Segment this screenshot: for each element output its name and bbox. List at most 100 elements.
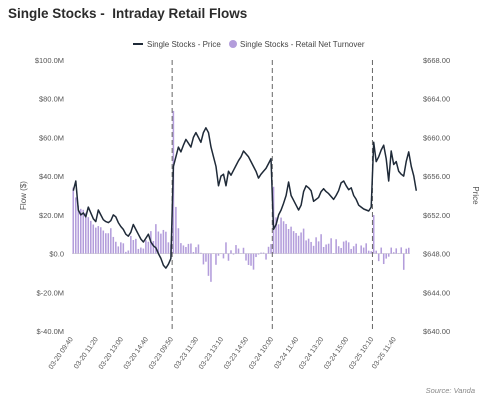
turnover-bar <box>120 242 122 254</box>
turnover-bar <box>222 253 225 259</box>
turnover-bar <box>310 241 312 254</box>
turnover-bar <box>290 226 292 254</box>
turnover-bar <box>165 231 167 254</box>
turnover-bar <box>84 212 87 254</box>
turnover-bar <box>400 247 403 254</box>
turnover-bar <box>295 233 297 254</box>
x-tick-label: 03-24 15:00 <box>323 336 350 371</box>
turnover-bar <box>140 247 142 254</box>
turnover-bar <box>207 253 210 276</box>
y-left-tick-label: $60.0M <box>39 133 64 142</box>
turnover-bar <box>210 253 212 282</box>
x-tick-label: 03-20 11:20 <box>73 336 100 370</box>
turnover-bar <box>110 228 112 254</box>
turnover-bar <box>265 253 267 260</box>
turnover-bar <box>87 217 90 254</box>
turnover-bar <box>280 217 282 254</box>
turnover-bar <box>177 228 180 254</box>
turnover-bar <box>307 238 310 254</box>
turnover-bar <box>82 209 85 254</box>
turnover-bar <box>380 247 382 254</box>
legend-swatch-turnover <box>229 40 237 48</box>
y-right-axis-title: Price <box>471 186 480 205</box>
turnover-bar <box>182 245 185 254</box>
y-left-tick-label: $40.0M <box>39 172 64 181</box>
chart-title: Single Stocks - Intraday Retail Flows <box>8 6 248 21</box>
turnover-bar <box>242 247 245 254</box>
turnover-bar <box>122 243 125 254</box>
turnover-bar <box>200 252 202 254</box>
turnover-bar <box>285 223 287 254</box>
turnover-bar <box>345 240 347 254</box>
x-tick-label: 03-23 11:30 <box>173 336 200 370</box>
x-tick-label: 03-20 13:00 <box>98 336 125 371</box>
x-tick-label: 03-23 13:10 <box>198 336 225 371</box>
turnover-bar <box>92 224 95 254</box>
turnover-bar <box>287 228 290 254</box>
turnover-bar <box>390 247 392 254</box>
turnover-bar <box>95 227 97 254</box>
turnover-bar <box>230 250 232 254</box>
turnover-bar <box>260 252 262 254</box>
turnover-bar <box>112 236 115 254</box>
turnover-bar <box>190 243 192 254</box>
source-note: Source: Vanda <box>426 386 475 395</box>
turnover-bar <box>370 251 372 254</box>
turnover-bar <box>362 247 365 254</box>
turnover-bar <box>332 252 335 254</box>
y-left-tick-label: $100.0M <box>35 56 64 65</box>
turnover-bar <box>155 224 157 254</box>
turnover-bar <box>217 253 220 256</box>
x-tick-label: 03-24 13:20 <box>298 336 325 371</box>
turnover-bar <box>267 246 270 254</box>
y-left-tick-label: $0.0 <box>49 250 64 259</box>
turnover-bar <box>300 232 302 254</box>
y-right-tick-label: $660.00 <box>423 133 450 142</box>
turnover-bar <box>74 197 77 254</box>
turnover-bar <box>167 242 170 254</box>
turnover-bar <box>117 246 120 254</box>
turnover-bar <box>302 228 305 254</box>
turnover-bar <box>257 253 260 255</box>
turnover-bar <box>327 243 330 254</box>
turnover-bar <box>152 240 155 254</box>
turnover-bar <box>342 241 345 254</box>
turnover-bar <box>270 244 272 254</box>
turnover-bar <box>130 235 132 254</box>
turnover-bar <box>382 253 385 265</box>
turnover-bar <box>377 253 380 262</box>
turnover-bar <box>335 239 337 254</box>
turnover-bar <box>237 248 240 254</box>
y-left-tick-label: $80.0M <box>39 95 64 104</box>
y-left-tick-label: $-20.0M <box>36 288 64 297</box>
y-right-tick-label: $644.00 <box>423 288 450 297</box>
turnover-bar <box>385 253 387 259</box>
turnover-bar <box>202 253 205 265</box>
x-tick-label: 03-25 11:40 <box>371 336 398 370</box>
y-left-tick-label: $20.0M <box>39 211 64 220</box>
turnover-bar <box>72 187 75 254</box>
x-tick-label: 03-24 10:00 <box>248 336 275 371</box>
turnover-bar <box>157 231 160 254</box>
x-tick-label: 03-20 14:40 <box>123 336 150 371</box>
x-tick-label: 03-24 11:40 <box>273 336 300 370</box>
turnover-bar <box>352 246 355 254</box>
turnover-bar <box>255 253 257 258</box>
legend-label-turnover: Single Stocks - Retail Net Turnover <box>240 40 365 49</box>
turnover-bar <box>232 253 235 255</box>
turnover-bar <box>147 241 150 254</box>
turnover-bar <box>102 230 105 254</box>
y-right-tick-label: $656.00 <box>423 172 450 181</box>
turnover-bar <box>350 248 352 254</box>
turnover-bar <box>195 247 197 254</box>
turnover-bar <box>322 246 325 254</box>
turnover-bar <box>312 245 315 254</box>
turnover-bar <box>407 247 410 254</box>
y-right-tick-label: $648.00 <box>423 250 450 259</box>
turnover-bar <box>355 243 357 254</box>
turnover-bar <box>317 241 320 254</box>
turnover-bar <box>175 206 177 254</box>
turnover-bar <box>115 241 117 254</box>
